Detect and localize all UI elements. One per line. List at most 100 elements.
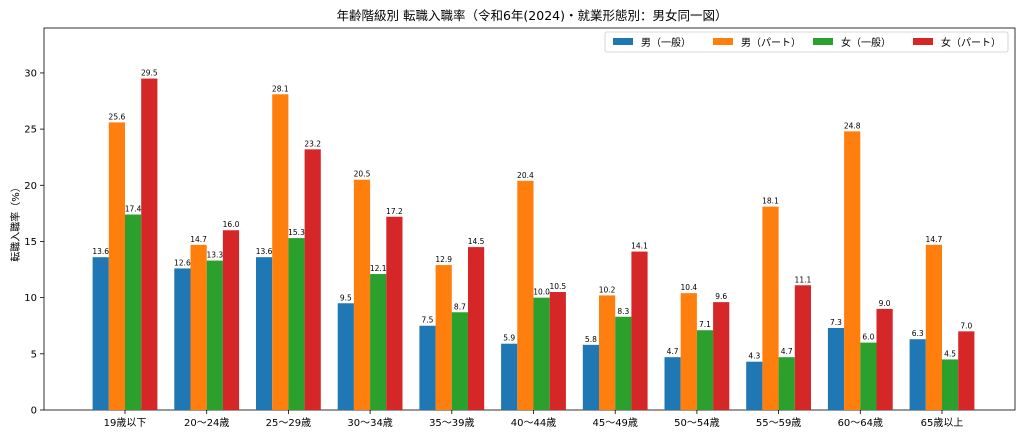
- value-label: 14.7: [190, 235, 207, 244]
- bar: [206, 260, 223, 410]
- value-label: 6.0: [862, 333, 874, 342]
- y-tick-label: 10: [24, 293, 37, 304]
- value-label: 10.5: [549, 282, 566, 291]
- legend-swatch: [613, 38, 633, 45]
- value-label: 8.3: [617, 307, 629, 316]
- legend-label: 女（一般）: [841, 36, 891, 49]
- y-tick-label: 20: [24, 181, 37, 192]
- bar: [762, 206, 779, 410]
- x-tick-label: 35～39歳: [429, 417, 474, 429]
- legend-label: 男（一般）: [641, 36, 691, 49]
- value-label: 5.9: [503, 334, 515, 343]
- value-label: 14.1: [631, 242, 648, 251]
- value-label: 9.5: [340, 293, 352, 302]
- bar: [844, 131, 861, 411]
- bar: [794, 285, 811, 410]
- value-label: 4.7: [781, 347, 793, 356]
- value-label: 17.2: [386, 207, 403, 216]
- x-tick-label: 55～59歳: [756, 417, 801, 429]
- value-label: 17.4: [125, 205, 142, 214]
- bars: [92, 78, 975, 411]
- bar: [451, 312, 468, 410]
- value-label: 5.8: [585, 335, 597, 344]
- bar: [125, 214, 142, 410]
- bar: [746, 361, 763, 410]
- value-label: 10.4: [680, 283, 697, 292]
- value-label: 24.8: [844, 121, 861, 130]
- bar: [599, 295, 616, 410]
- x-tick-label: 30～34歳: [347, 417, 392, 429]
- bar: [860, 342, 877, 410]
- value-label: 20.4: [517, 171, 534, 180]
- bar: [92, 257, 109, 410]
- bar: [958, 331, 975, 410]
- value-label: 4.7: [667, 347, 679, 356]
- value-label: 18.1: [762, 197, 779, 206]
- bar: [517, 180, 534, 410]
- bar: [778, 357, 795, 410]
- y-tick-label: 5: [31, 349, 37, 360]
- bar: [533, 297, 550, 410]
- bar: [108, 122, 125, 410]
- bar: [370, 274, 387, 410]
- bar: [942, 359, 959, 410]
- x-tick-label: 40～44歳: [511, 417, 556, 429]
- bar: [174, 268, 191, 410]
- bar: [435, 265, 452, 410]
- bar: [680, 293, 697, 410]
- legend-label: 女（パート）: [941, 36, 1001, 49]
- value-label: 8.7: [454, 302, 466, 311]
- value-label: 15.3: [288, 228, 305, 237]
- x-tick-label: 45～49歳: [592, 417, 637, 429]
- y-tick-label: 30: [24, 68, 37, 79]
- legend-swatch: [713, 38, 733, 45]
- chart-title: 年齢階級別 転職入職率（令和6年(2024)・就業形態別：男女同一図）: [337, 8, 728, 23]
- bar: [827, 327, 845, 410]
- value-label: 29.5: [141, 69, 158, 78]
- y-axis-label: 転職入職率（%）: [9, 182, 22, 262]
- value-label: 25.6: [109, 112, 126, 121]
- value-labels: 13.6 25.6 17.4 29.5 12.6 14.7 13.3 16.0 13.6 28.1…: [92, 69, 972, 361]
- value-label: 9.0: [879, 299, 891, 308]
- x-axis: 19歳以下 20～24歳 25～29歳 30～34歳 35～39歳 40～44歳 45～49…: [104, 410, 964, 429]
- x-tick-label: 65歳以上: [921, 417, 964, 429]
- value-label: 16.0: [223, 220, 240, 229]
- bar: [664, 357, 681, 410]
- bar: [876, 308, 893, 410]
- bar: [549, 292, 566, 410]
- bar: [925, 244, 942, 410]
- legend-box: [604, 31, 1009, 53]
- value-label: 12.6: [174, 258, 191, 267]
- value-label: 28.1: [272, 84, 289, 93]
- value-label: 11.1: [795, 275, 812, 284]
- value-label: 6.3: [912, 329, 924, 338]
- x-tick-label: 20～24歳: [184, 417, 229, 429]
- legend-label: 男（パート）: [741, 37, 801, 49]
- value-label: 14.7: [926, 235, 943, 244]
- y-tick-label: 15: [24, 237, 37, 248]
- bar: [304, 149, 321, 410]
- value-label: 14.5: [468, 237, 485, 246]
- bar: [419, 325, 436, 410]
- x-tick-label: 60～64歳: [838, 417, 883, 429]
- value-label: 20.5: [354, 170, 371, 179]
- bar: [288, 238, 305, 410]
- value-label: 9.6: [715, 292, 727, 301]
- legend-swatch: [913, 38, 933, 45]
- y-axis: 0 5 10 15 20 25 30: [24, 68, 44, 417]
- bar: [353, 179, 371, 410]
- bar: [386, 216, 403, 410]
- value-label: 10.2: [599, 285, 616, 294]
- bar: [222, 230, 240, 410]
- y-tick-label: 0: [31, 406, 37, 417]
- value-label: 7.1: [699, 320, 711, 329]
- bar: [582, 344, 599, 410]
- bar: [337, 303, 354, 410]
- x-tick-label: 50～54歳: [674, 417, 719, 429]
- legend-swatch: [813, 38, 833, 45]
- bar: [713, 302, 730, 410]
- value-label: 13.6: [92, 247, 109, 256]
- x-tick-label: 25～29歳: [266, 417, 311, 429]
- value-label: 7.3: [830, 318, 842, 327]
